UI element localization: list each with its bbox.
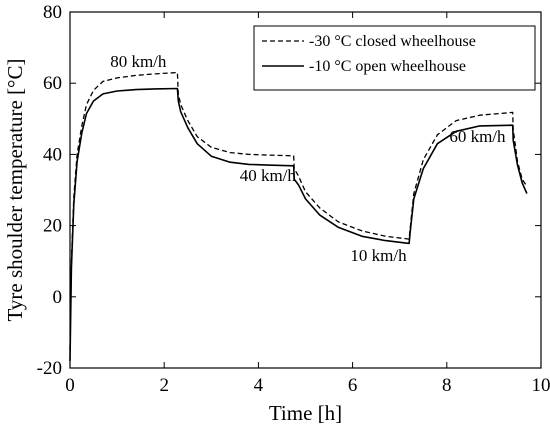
y-tick-label: 40	[43, 144, 62, 165]
series-line-1	[69, 71, 528, 351]
y-tick-label: -20	[37, 358, 62, 379]
y-tick-label: 20	[43, 216, 62, 237]
y-tick-label: 80	[43, 2, 62, 23]
plot-frame	[69, 11, 542, 369]
x-tick-label: 0	[65, 375, 75, 396]
legend: -30 °C closed wheelhouse -10 °C open whee…	[253, 25, 536, 91]
y-axis-title: Tyre shoulder temperature [°C]	[3, 59, 27, 322]
speed-annotation: 40 km/h	[240, 166, 297, 185]
y-tick-label: 60	[43, 73, 62, 94]
speed-annotation: 10 km/h	[350, 246, 407, 265]
speed-annotation: 80 km/h	[110, 52, 167, 71]
x-tick-label: 10	[532, 375, 550, 396]
labels-group: 80 km/h 40 km/h 10 km/h 60 km/h	[110, 52, 506, 265]
y-tick-label: 0	[53, 287, 63, 308]
x-axis-title: Time [h]	[269, 401, 342, 425]
x-tick-label: 2	[159, 375, 169, 396]
legend-label: -30 °C closed wheelhouse	[309, 33, 476, 50]
x-tick-label: 4	[254, 375, 264, 396]
legend-label: -10 °C open wheelhouse	[309, 58, 466, 75]
legend-box	[253, 25, 536, 91]
x-tick-label: 6	[348, 375, 358, 396]
series-group	[69, 71, 528, 361]
speed-annotation: 60 km/h	[449, 127, 506, 146]
series-line-2	[69, 87, 528, 361]
x-tick-label: 8	[442, 375, 452, 396]
